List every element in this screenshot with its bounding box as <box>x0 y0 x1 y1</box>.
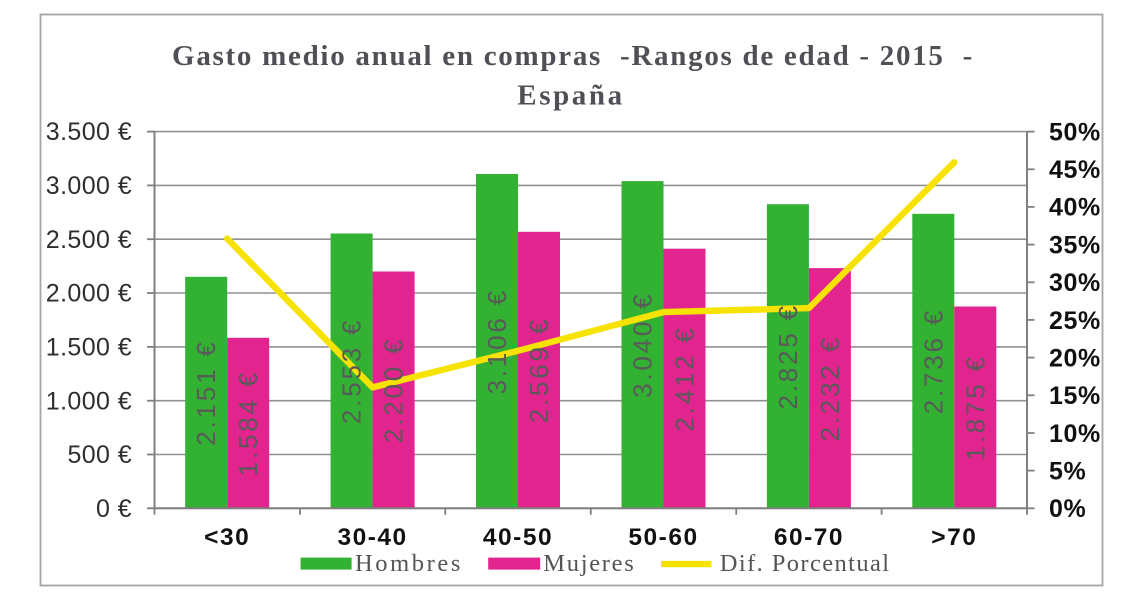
svg-text:2.569 €: 2.569 € <box>524 317 554 423</box>
svg-text:2.736 €: 2.736 € <box>918 308 948 414</box>
svg-text:500 €: 500 € <box>67 441 132 469</box>
svg-text:Hombres: Hombres <box>355 550 463 577</box>
svg-text:2.500 €: 2.500 € <box>46 226 132 254</box>
svg-text:Gasto medio anual en compras: Gasto medio anual en compras -Rangos de … <box>172 40 974 72</box>
svg-text:1.584 €: 1.584 € <box>233 370 263 476</box>
svg-text:5%: 5% <box>1049 457 1086 485</box>
svg-text:35%: 35% <box>1049 231 1101 259</box>
svg-text:30-40: 30-40 <box>338 524 408 551</box>
svg-text:45%: 45% <box>1049 156 1101 184</box>
svg-text:1.000 €: 1.000 € <box>46 387 132 415</box>
svg-text:20%: 20% <box>1049 344 1101 372</box>
svg-text:25%: 25% <box>1049 307 1101 335</box>
svg-text:1.875 €: 1.875 € <box>960 354 990 460</box>
svg-text:10%: 10% <box>1049 420 1101 448</box>
svg-text:2.412 €: 2.412 € <box>670 325 700 431</box>
svg-text:3.106 €: 3.106 € <box>482 288 512 394</box>
svg-text:3.000 €: 3.000 € <box>46 172 132 200</box>
svg-text:3.040 €: 3.040 € <box>628 292 658 398</box>
svg-text:España: España <box>517 80 625 112</box>
svg-text:50-60: 50-60 <box>628 524 698 551</box>
svg-text:0 €: 0 € <box>96 495 132 523</box>
svg-text:50%: 50% <box>1049 118 1101 146</box>
svg-text:2.151 €: 2.151 € <box>191 339 221 445</box>
svg-text:2.232 €: 2.232 € <box>815 335 845 441</box>
svg-text:1.500 €: 1.500 € <box>46 334 132 362</box>
svg-text:40-50: 40-50 <box>483 524 553 551</box>
svg-text:>70: >70 <box>931 524 977 551</box>
svg-text:Dif. Porcentual: Dif. Porcentual <box>720 550 891 577</box>
svg-text:2.200 €: 2.200 € <box>379 337 409 443</box>
svg-text:Mujeres: Mujeres <box>543 550 635 577</box>
svg-text:60-70: 60-70 <box>774 524 844 551</box>
svg-text:0%: 0% <box>1049 495 1086 523</box>
svg-text:<30: <30 <box>204 524 250 551</box>
svg-text:3.500 €: 3.500 € <box>46 118 132 146</box>
svg-text:30%: 30% <box>1049 269 1101 297</box>
svg-text:40%: 40% <box>1049 194 1101 222</box>
svg-text:2.000 €: 2.000 € <box>46 280 132 308</box>
svg-text:2.825 €: 2.825 € <box>773 303 803 409</box>
svg-text:15%: 15% <box>1049 382 1101 410</box>
svg-text:2.553 €: 2.553 € <box>337 318 367 424</box>
